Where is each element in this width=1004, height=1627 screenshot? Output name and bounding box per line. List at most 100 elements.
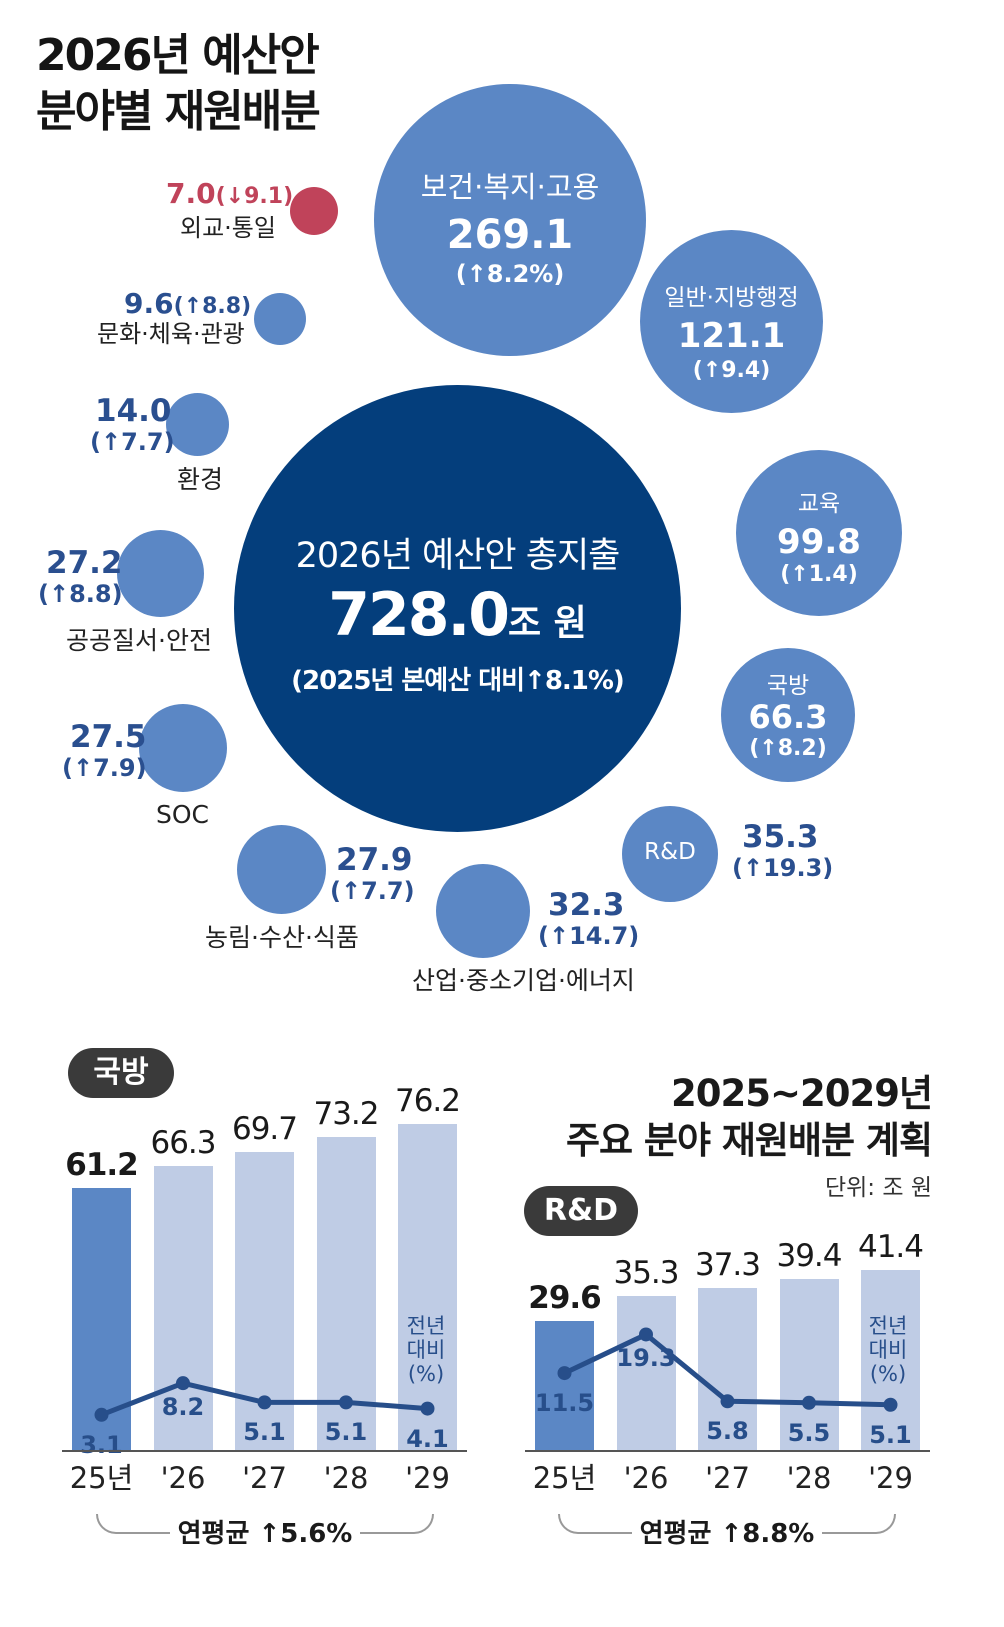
line-point	[257, 1395, 272, 1410]
line-point	[339, 1395, 353, 1410]
bar	[698, 1287, 757, 1450]
environment-value: 14.0	[95, 393, 172, 429]
bar	[616, 1296, 676, 1450]
x-tick-label: '27	[242, 1461, 287, 1495]
bar-value-label: 35.3	[613, 1255, 679, 1292]
public-order-change: (↑8.8)	[38, 580, 123, 608]
sector-change: (↑1.4)	[780, 562, 858, 587]
bar	[316, 1136, 376, 1450]
line-point	[639, 1327, 653, 1342]
bar-value-label: 29.6	[528, 1280, 602, 1317]
soc-label: SOC	[156, 800, 210, 829]
agriculture-change: (↑7.7)	[330, 877, 415, 905]
diplomacy-change: (↓9.1)	[215, 184, 294, 209]
bubble-rnd: R&D	[622, 806, 718, 902]
bar-value-label: 41.4	[857, 1228, 924, 1265]
line-point-label: 11.5	[534, 1389, 595, 1418]
x-tick-label: 25년	[69, 1461, 134, 1495]
x-tick-label: '29	[405, 1461, 450, 1495]
bar	[535, 1321, 594, 1450]
total-bubble: 2026년 예산안 총지출 728.0조 원 (2025년 본예산 대비↑8.1…	[234, 385, 681, 832]
bubble-agriculture	[237, 825, 326, 914]
environment-label: 환경	[177, 465, 224, 494]
x-tick-label: '27	[705, 1461, 750, 1495]
total-unit: 조 원	[508, 603, 587, 644]
public-order-value: 27.2	[46, 545, 123, 581]
main-title-line2: 분야별 재원배분	[36, 86, 321, 137]
x-tick-label: '26	[623, 1461, 669, 1495]
line-point	[802, 1395, 816, 1410]
industry-value: 32.3	[548, 887, 625, 923]
sector-name: R&D	[644, 839, 696, 865]
x-tick-label: '28	[786, 1461, 832, 1495]
plan-unit: 단위: 조 원	[824, 1175, 932, 1201]
sector-change: (↑9.4)	[692, 358, 771, 383]
bubble-general-admin: 일반·지방행정 121.1 (↑9.4)	[640, 230, 823, 413]
sector-value: 66.3	[748, 698, 828, 736]
soc-change: (↑7.9)	[62, 754, 147, 782]
plan-title-line1: 2025~2029년	[671, 1072, 933, 1115]
line-point-label: 4.1	[406, 1424, 449, 1453]
total-change: (2025년 본예산 대비↑8.1%)	[291, 666, 625, 696]
x-tick-label: 25년	[532, 1461, 597, 1495]
x-tick-label: '28	[323, 1461, 369, 1495]
x-axis-line	[525, 1450, 930, 1452]
soc-value: 27.5	[70, 719, 147, 755]
main-title-line1: 2026년 예산안	[36, 30, 320, 81]
bubble-industry	[436, 864, 530, 958]
bubble-environment	[166, 393, 229, 456]
bubble-public-order	[117, 530, 204, 617]
line-series	[100, 1380, 428, 1418]
line-point	[176, 1376, 190, 1391]
bar	[153, 1166, 213, 1450]
plan-title-line2: 주요 분야 재원배분 계획	[565, 1119, 933, 1162]
defense-chart-tag: 국방	[68, 1048, 174, 1098]
line-point	[720, 1394, 735, 1409]
line-point-label: 5.1	[243, 1418, 286, 1447]
rnd-footer: 연평균 ↑8.8%	[632, 1513, 822, 1550]
bubble-defense: 국방 66.3 (↑8.2)	[721, 648, 855, 782]
public-order-label: 공공질서·안전	[66, 626, 212, 655]
line-point-label: 5.8	[706, 1417, 749, 1446]
line-point-label: 5.1	[869, 1420, 912, 1449]
culture-value: 9.6	[124, 287, 174, 320]
x-tick-label: '26	[160, 1461, 206, 1495]
sector-name: 국방	[766, 673, 810, 699]
bar	[779, 1278, 839, 1450]
sector-name: 교육	[797, 491, 841, 517]
line-point-label: 8.2	[161, 1393, 205, 1422]
bubble-health-welfare: 보건·복지·고용 269.1 (↑8.2%)	[374, 84, 646, 356]
total-value: 728.0	[328, 580, 510, 650]
bubble-soc	[139, 704, 227, 792]
line-point	[94, 1407, 109, 1422]
diplomacy-label: 외교·통일	[180, 214, 276, 242]
bar-value-label: 66.3	[150, 1125, 216, 1162]
bar-value-label: 73.2	[313, 1095, 379, 1132]
bar-value-label: 39.4	[776, 1237, 842, 1274]
total-label: 2026년 예산안 총지출	[295, 536, 621, 576]
sector-change: (↑8.2%)	[455, 260, 565, 288]
industry-change: (↑14.7)	[538, 922, 640, 950]
bar	[235, 1151, 294, 1450]
defense-line-legend: 전년 대비 (%)	[406, 1314, 446, 1386]
rnd-change: (↑19.3)	[732, 854, 834, 882]
x-tick-label: '29	[868, 1461, 913, 1495]
x-axis-line	[62, 1450, 467, 1452]
bar-value-label: 37.3	[694, 1246, 761, 1283]
sector-value: 121.1	[677, 316, 786, 356]
line-point-label: 5.5	[787, 1418, 831, 1447]
bar-value-label: 61.2	[65, 1147, 139, 1184]
bar	[72, 1188, 131, 1450]
line-series	[563, 1331, 891, 1408]
sector-name: 보건·복지·고용	[420, 170, 600, 204]
bubble-culture	[254, 293, 306, 345]
line-point	[883, 1397, 898, 1412]
bar-value-label: 69.7	[231, 1110, 298, 1147]
bar-value-label: 76.2	[394, 1082, 461, 1119]
bubble-education: 교육 99.8 (↑1.4)	[736, 450, 902, 616]
culture-label: 문화·체육·관광	[97, 320, 245, 348]
sector-change: (↑8.2)	[749, 736, 827, 761]
agriculture-value: 27.9	[336, 842, 413, 878]
rnd-value: 35.3	[742, 819, 819, 855]
line-point-label: 5.1	[324, 1418, 368, 1447]
